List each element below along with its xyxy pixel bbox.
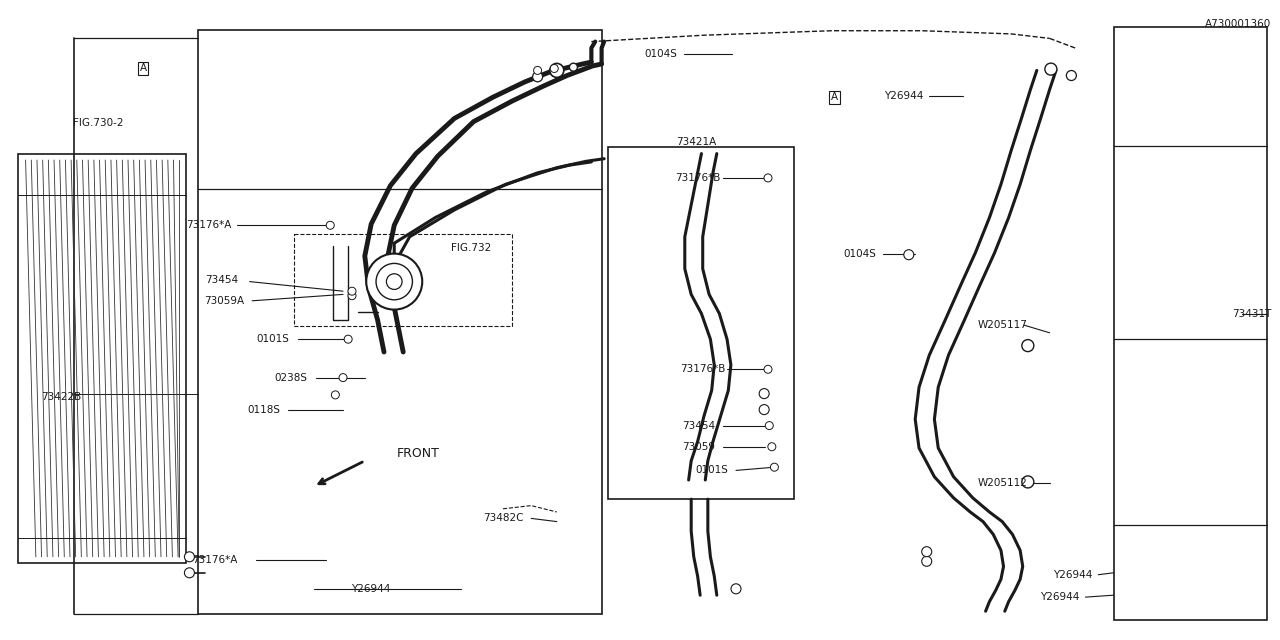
Text: Y26944: Y26944 <box>1053 570 1092 580</box>
Circle shape <box>922 547 932 557</box>
Bar <box>18 154 186 563</box>
Text: 0104S: 0104S <box>844 249 877 259</box>
Circle shape <box>339 374 347 381</box>
Circle shape <box>759 388 769 399</box>
Circle shape <box>387 274 402 289</box>
Circle shape <box>326 221 334 229</box>
Circle shape <box>348 287 356 295</box>
Circle shape <box>348 292 356 300</box>
Circle shape <box>332 391 339 399</box>
Circle shape <box>550 63 563 77</box>
Circle shape <box>376 264 412 300</box>
Bar <box>294 234 512 326</box>
Text: FIG.730-2: FIG.730-2 <box>73 118 124 128</box>
Text: 73176*B: 73176*B <box>680 364 726 374</box>
Circle shape <box>532 72 543 82</box>
Text: 73059: 73059 <box>682 442 716 452</box>
Text: 0104S: 0104S <box>644 49 677 60</box>
Text: 73176*A: 73176*A <box>192 555 238 565</box>
Text: Y26944: Y26944 <box>1041 592 1079 602</box>
Bar <box>608 147 794 499</box>
Circle shape <box>765 422 773 429</box>
Text: 0101S: 0101S <box>256 334 289 344</box>
Circle shape <box>344 335 352 343</box>
Circle shape <box>922 556 932 566</box>
Text: A: A <box>831 92 838 102</box>
Circle shape <box>1066 70 1076 81</box>
Text: 73454: 73454 <box>205 275 238 285</box>
Circle shape <box>184 552 195 562</box>
Bar <box>1114 27 1267 620</box>
Circle shape <box>768 443 776 451</box>
Circle shape <box>550 65 558 72</box>
Circle shape <box>184 568 195 578</box>
Circle shape <box>764 174 772 182</box>
Text: Y26944: Y26944 <box>884 91 923 101</box>
Text: 73482C: 73482C <box>483 513 524 524</box>
Circle shape <box>570 63 577 71</box>
Text: FIG.732: FIG.732 <box>451 243 490 253</box>
Circle shape <box>534 67 541 74</box>
Text: 73176*B: 73176*B <box>675 173 721 183</box>
Text: 73421A: 73421A <box>676 137 717 147</box>
Text: Y26944: Y26944 <box>352 584 390 594</box>
Circle shape <box>1021 340 1034 351</box>
Text: 73059A: 73059A <box>204 296 244 306</box>
Text: 73431T: 73431T <box>1233 308 1271 319</box>
Text: 0118S: 0118S <box>247 404 280 415</box>
Circle shape <box>904 250 914 260</box>
Text: A: A <box>140 63 147 74</box>
Text: W205112: W205112 <box>978 478 1027 488</box>
Circle shape <box>1021 476 1034 488</box>
Text: 73454: 73454 <box>682 420 716 431</box>
Bar <box>198 30 602 614</box>
Text: W205117: W205117 <box>978 320 1027 330</box>
Text: A730001360: A730001360 <box>1204 19 1271 29</box>
Circle shape <box>366 253 422 310</box>
Text: 0101S: 0101S <box>695 465 728 476</box>
Text: FRONT: FRONT <box>397 447 439 460</box>
Text: 73176*A: 73176*A <box>186 220 232 230</box>
Circle shape <box>1044 63 1057 75</box>
Text: 73422B: 73422B <box>41 392 82 402</box>
Text: 0238S: 0238S <box>274 372 307 383</box>
Circle shape <box>771 463 778 471</box>
Circle shape <box>764 365 772 373</box>
Circle shape <box>759 404 769 415</box>
Circle shape <box>731 584 741 594</box>
